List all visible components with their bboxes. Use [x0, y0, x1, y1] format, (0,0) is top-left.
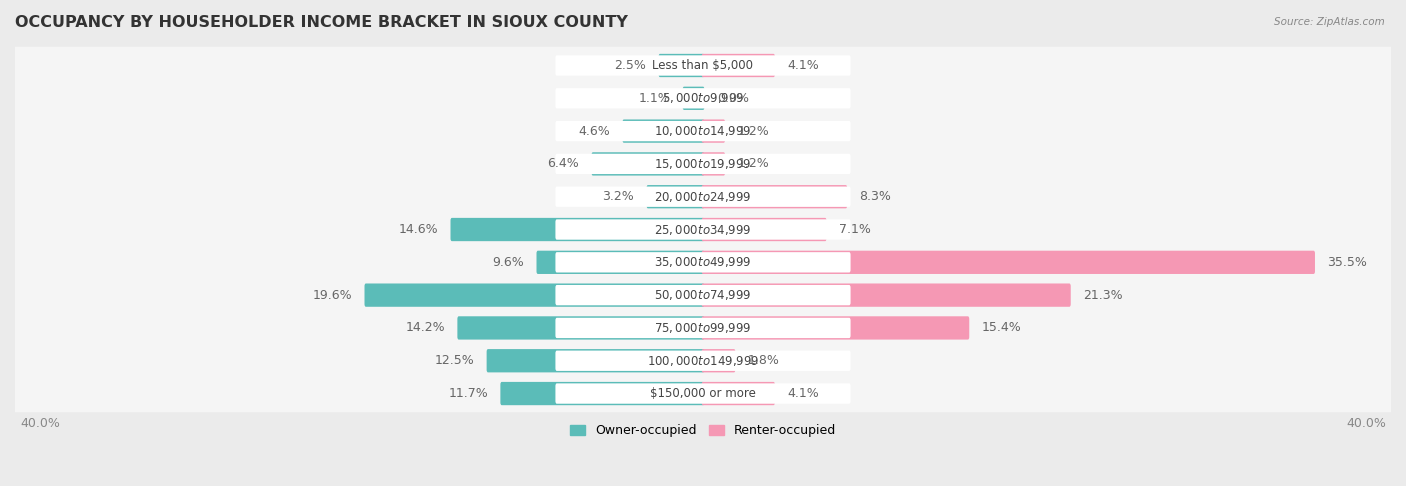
Text: 14.2%: 14.2%: [405, 321, 446, 334]
Text: 40.0%: 40.0%: [1346, 417, 1386, 430]
FancyBboxPatch shape: [486, 349, 704, 372]
Text: 1.2%: 1.2%: [737, 157, 769, 171]
FancyBboxPatch shape: [623, 120, 704, 143]
FancyBboxPatch shape: [537, 251, 704, 274]
FancyBboxPatch shape: [702, 283, 1071, 307]
FancyBboxPatch shape: [555, 383, 851, 404]
Text: 12.5%: 12.5%: [434, 354, 474, 367]
FancyBboxPatch shape: [658, 54, 704, 77]
Text: 3.2%: 3.2%: [602, 190, 634, 203]
Text: 4.1%: 4.1%: [787, 59, 820, 72]
FancyBboxPatch shape: [13, 178, 1393, 215]
FancyBboxPatch shape: [501, 382, 704, 405]
FancyBboxPatch shape: [13, 309, 1393, 347]
Text: 40.0%: 40.0%: [20, 417, 60, 430]
Text: $10,000 to $14,999: $10,000 to $14,999: [654, 124, 752, 138]
Text: 1.2%: 1.2%: [737, 124, 769, 138]
FancyBboxPatch shape: [555, 252, 851, 273]
FancyBboxPatch shape: [13, 342, 1393, 380]
FancyBboxPatch shape: [13, 112, 1393, 150]
FancyBboxPatch shape: [13, 145, 1393, 183]
FancyBboxPatch shape: [13, 80, 1393, 117]
Text: OCCUPANCY BY HOUSEHOLDER INCOME BRACKET IN SIOUX COUNTY: OCCUPANCY BY HOUSEHOLDER INCOME BRACKET …: [15, 15, 628, 30]
FancyBboxPatch shape: [702, 218, 827, 241]
FancyBboxPatch shape: [592, 152, 704, 175]
Text: 15.4%: 15.4%: [981, 321, 1021, 334]
FancyBboxPatch shape: [555, 187, 851, 207]
Text: 1.1%: 1.1%: [638, 92, 671, 105]
Text: 2.5%: 2.5%: [614, 59, 647, 72]
Text: $75,000 to $99,999: $75,000 to $99,999: [654, 321, 752, 335]
Text: $50,000 to $74,999: $50,000 to $74,999: [654, 288, 752, 302]
Text: 14.6%: 14.6%: [398, 223, 439, 236]
Text: 19.6%: 19.6%: [312, 289, 352, 302]
FancyBboxPatch shape: [555, 285, 851, 305]
Text: $25,000 to $34,999: $25,000 to $34,999: [654, 223, 752, 237]
FancyBboxPatch shape: [555, 219, 851, 240]
Text: $35,000 to $49,999: $35,000 to $49,999: [654, 255, 752, 269]
FancyBboxPatch shape: [702, 349, 735, 372]
Text: $5,000 to $9,999: $5,000 to $9,999: [662, 91, 744, 105]
FancyBboxPatch shape: [364, 283, 704, 307]
Text: Source: ZipAtlas.com: Source: ZipAtlas.com: [1274, 17, 1385, 27]
Text: 35.5%: 35.5%: [1327, 256, 1367, 269]
Text: 0.0%: 0.0%: [717, 92, 749, 105]
FancyBboxPatch shape: [702, 185, 848, 208]
FancyBboxPatch shape: [450, 218, 704, 241]
Text: $100,000 to $149,999: $100,000 to $149,999: [647, 354, 759, 368]
Text: 4.1%: 4.1%: [787, 387, 820, 400]
Text: 4.6%: 4.6%: [578, 124, 610, 138]
Text: 7.1%: 7.1%: [839, 223, 870, 236]
FancyBboxPatch shape: [702, 152, 725, 175]
Text: $20,000 to $24,999: $20,000 to $24,999: [654, 190, 752, 204]
FancyBboxPatch shape: [13, 211, 1393, 248]
FancyBboxPatch shape: [13, 375, 1393, 412]
Legend: Owner-occupied, Renter-occupied: Owner-occupied, Renter-occupied: [565, 419, 841, 442]
Text: 1.8%: 1.8%: [748, 354, 779, 367]
FancyBboxPatch shape: [702, 120, 725, 143]
Text: 21.3%: 21.3%: [1083, 289, 1123, 302]
FancyBboxPatch shape: [702, 316, 969, 340]
FancyBboxPatch shape: [555, 318, 851, 338]
FancyBboxPatch shape: [647, 185, 704, 208]
FancyBboxPatch shape: [555, 88, 851, 108]
FancyBboxPatch shape: [555, 350, 851, 371]
FancyBboxPatch shape: [13, 47, 1393, 84]
Text: $150,000 or more: $150,000 or more: [650, 387, 756, 400]
Text: 9.6%: 9.6%: [492, 256, 524, 269]
FancyBboxPatch shape: [683, 87, 704, 110]
FancyBboxPatch shape: [13, 277, 1393, 314]
FancyBboxPatch shape: [702, 382, 775, 405]
FancyBboxPatch shape: [13, 243, 1393, 281]
Text: 11.7%: 11.7%: [449, 387, 488, 400]
Text: 6.4%: 6.4%: [547, 157, 579, 171]
FancyBboxPatch shape: [702, 251, 1315, 274]
FancyBboxPatch shape: [457, 316, 704, 340]
FancyBboxPatch shape: [555, 55, 851, 76]
Text: 8.3%: 8.3%: [859, 190, 891, 203]
FancyBboxPatch shape: [702, 54, 775, 77]
FancyBboxPatch shape: [555, 121, 851, 141]
Text: $15,000 to $19,999: $15,000 to $19,999: [654, 157, 752, 171]
FancyBboxPatch shape: [555, 154, 851, 174]
Text: Less than $5,000: Less than $5,000: [652, 59, 754, 72]
